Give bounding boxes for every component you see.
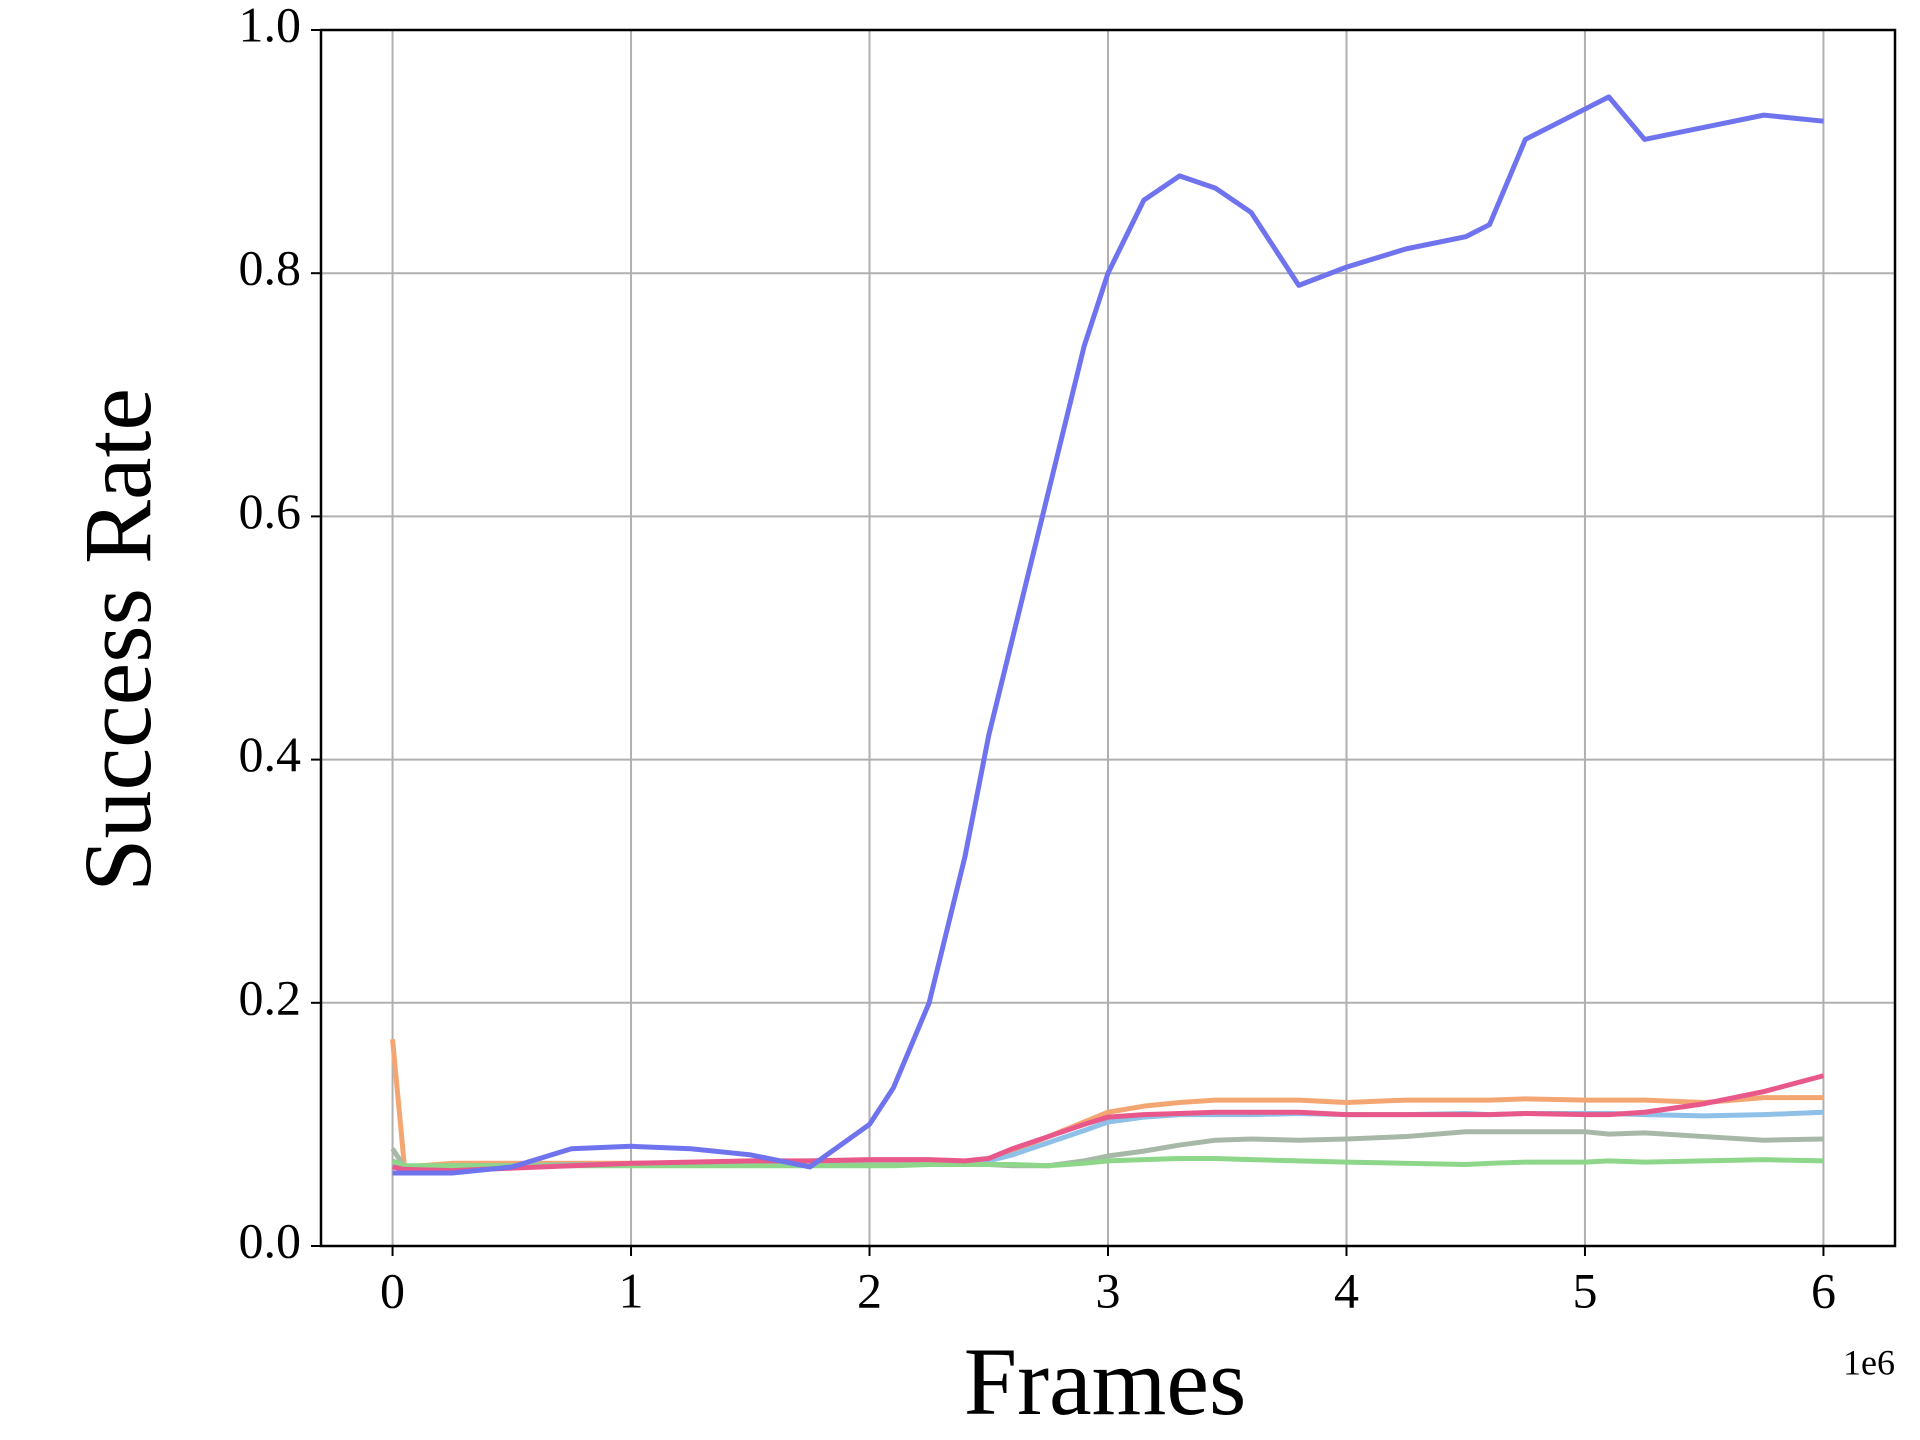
series-line	[392, 94, 1824, 1176]
y-tick-label: 1.0	[239, 0, 302, 52]
series-line	[392, 1073, 1825, 1174]
x-tick-label: 5	[1572, 1262, 1597, 1318]
y-tick-label: 0.2	[239, 969, 302, 1025]
y-tick-label: 0.0	[239, 1212, 302, 1268]
x-tick-label: 1	[619, 1262, 644, 1318]
y-tick-label: 0.4	[239, 726, 302, 782]
x-tick-label: 6	[1811, 1262, 1836, 1318]
x-tick-label: 2	[857, 1262, 882, 1318]
x-tick-label: 0	[380, 1262, 405, 1318]
x-tick-label: 4	[1334, 1262, 1359, 1318]
x-tick-label: 3	[1096, 1262, 1121, 1318]
x-offset-label: 1e6	[1843, 1342, 1895, 1382]
plot-frame	[319, 28, 1897, 1248]
series-line	[391, 1155, 1824, 1169]
y-tick-label: 0.6	[239, 483, 302, 539]
x-axis-label: Frames	[964, 1328, 1247, 1435]
y-tick-label: 0.8	[239, 240, 302, 296]
y-axis-label: Success Rate	[64, 388, 171, 892]
